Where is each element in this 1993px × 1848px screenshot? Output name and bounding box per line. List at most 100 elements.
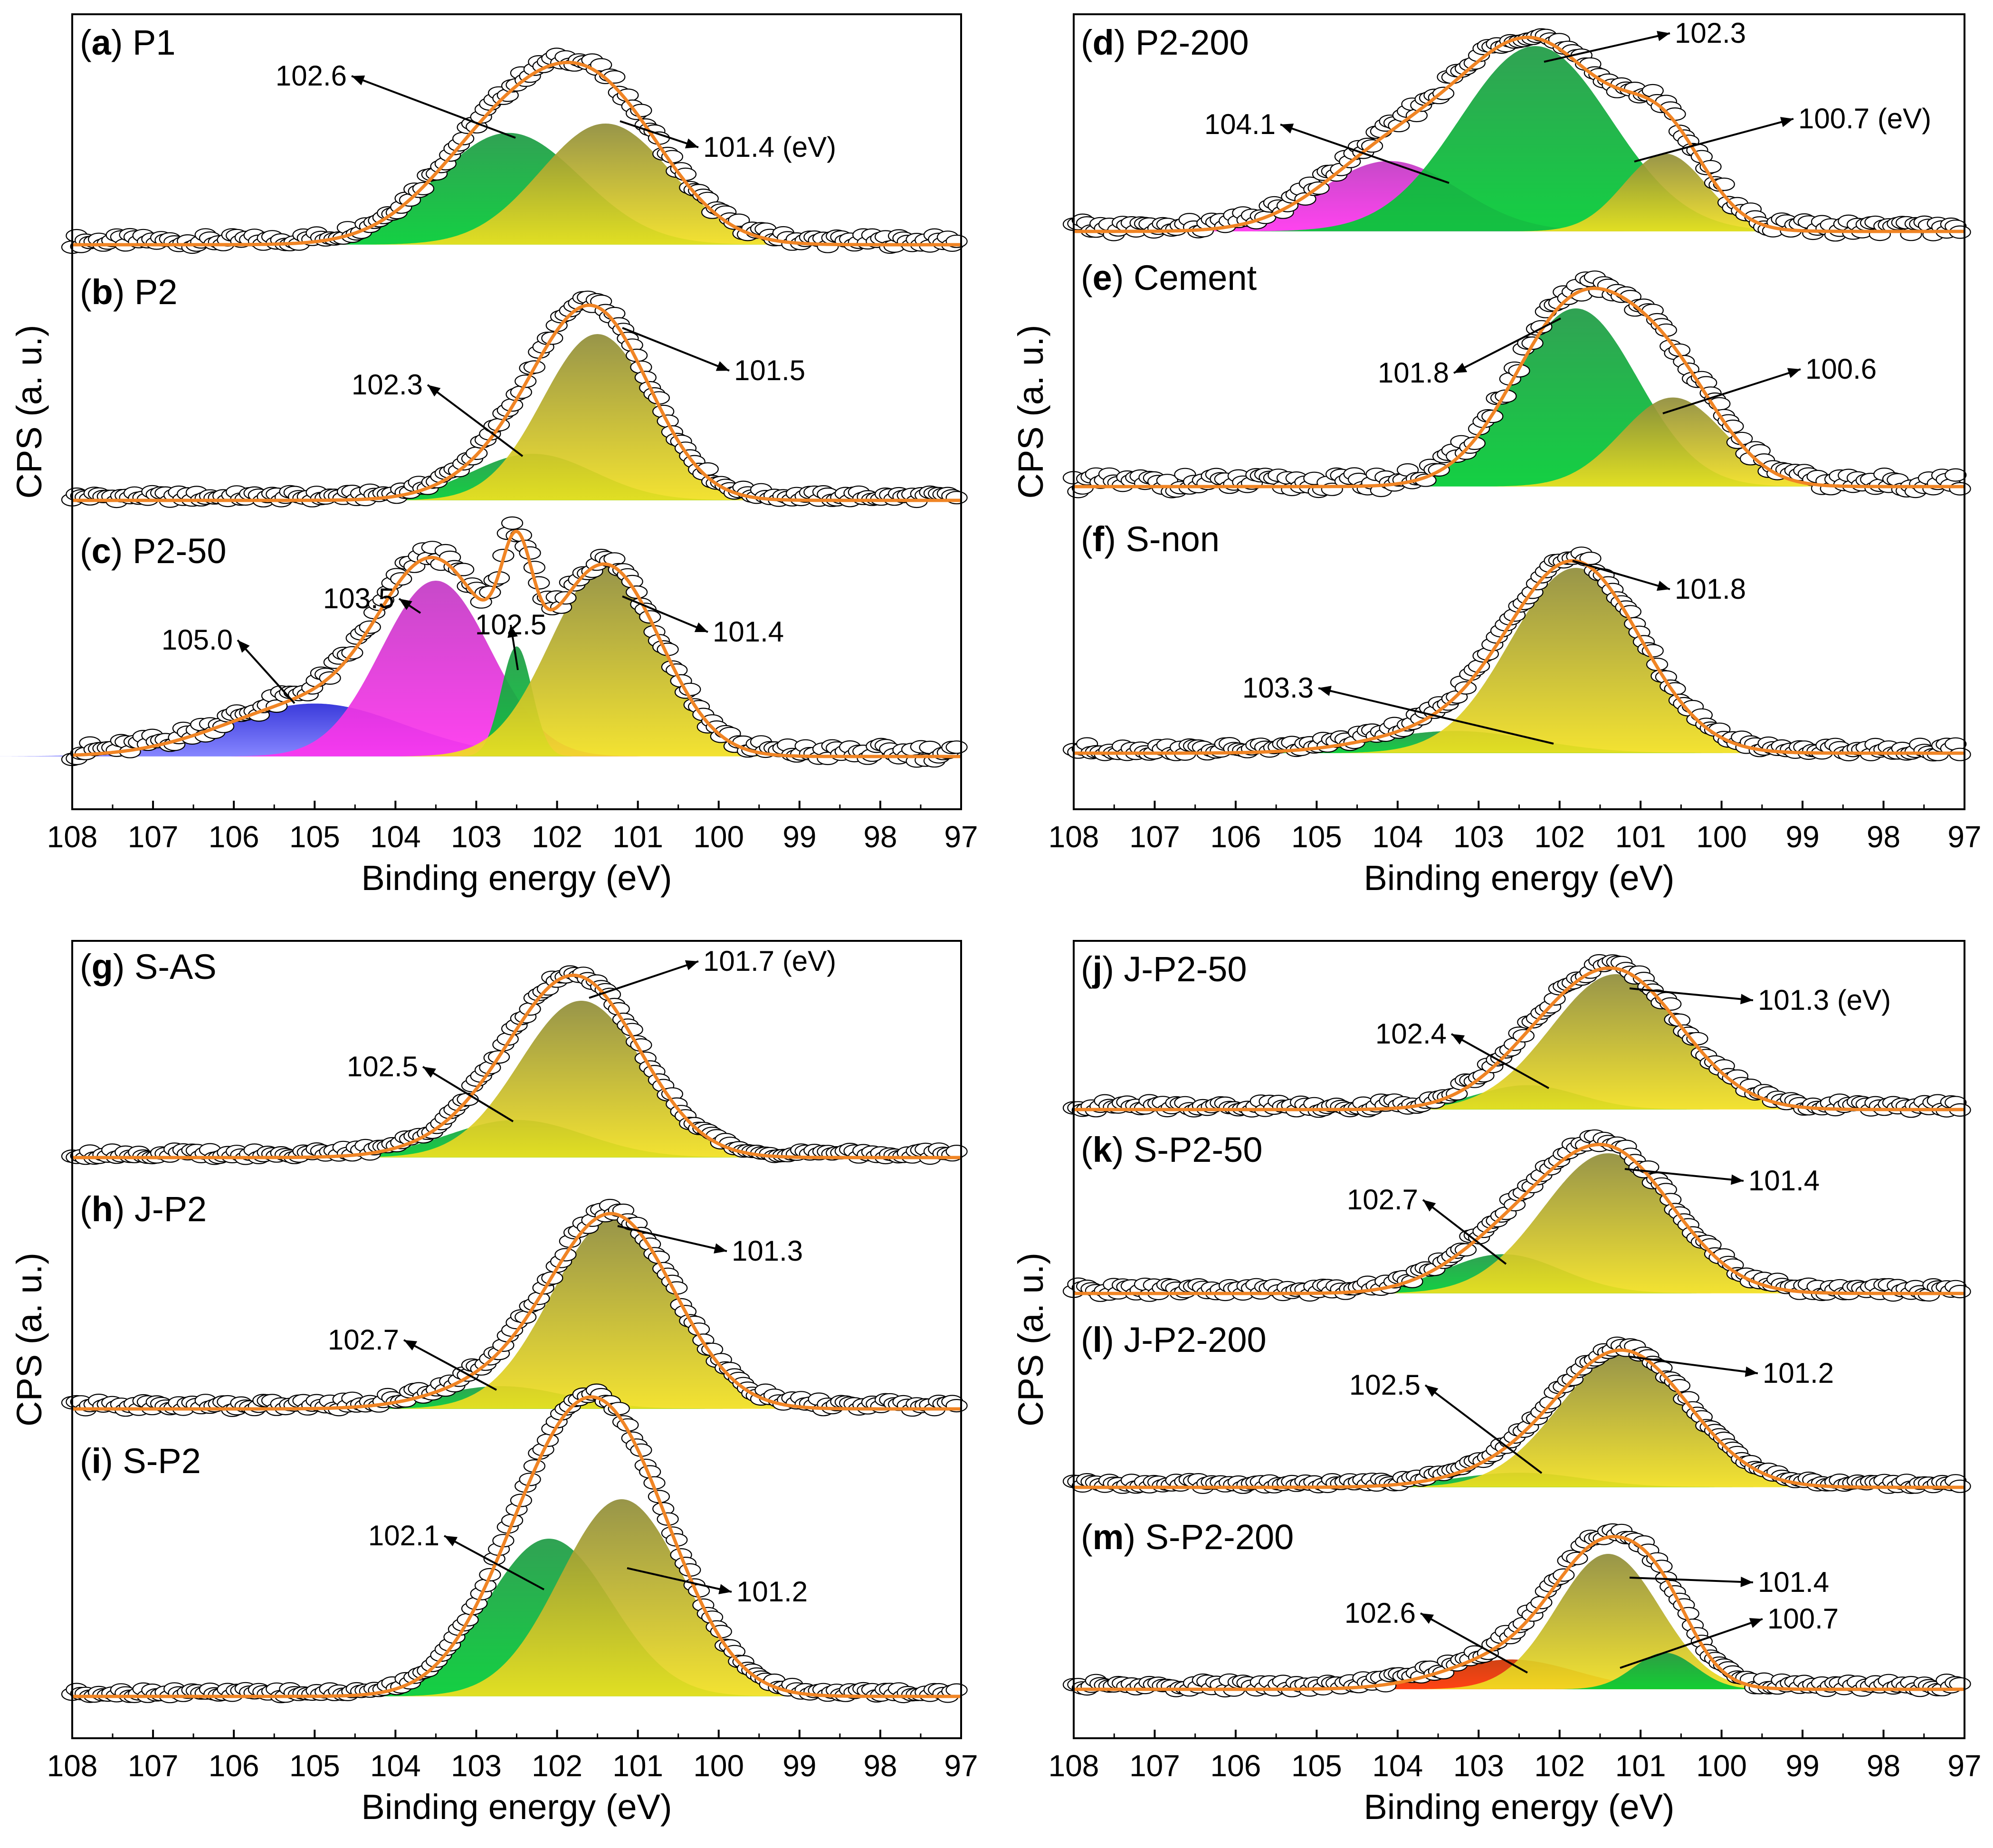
fit-envelope-f bbox=[1074, 559, 1964, 755]
peak-arrow bbox=[1629, 1577, 1754, 1583]
spectrum-e: (e) Cement 101.8 100.6 bbox=[1062, 258, 1971, 498]
peak-e-1 bbox=[1342, 308, 1809, 487]
spectrum-b: (b) P2 102.3 101.5 bbox=[61, 272, 968, 508]
x-tick-label: 99 bbox=[1785, 820, 1819, 854]
fit-envelope-h bbox=[72, 1212, 961, 1411]
peak-label-f-2: 101.8 bbox=[1675, 573, 1746, 605]
panel-letter: a bbox=[92, 23, 112, 62]
fit-envelope-j bbox=[1074, 966, 1964, 1111]
x-tick-label: 108 bbox=[47, 820, 98, 854]
peak-label-d-1: 104.1 bbox=[1204, 108, 1276, 140]
chart-3: (g) S-AS 102.5 101.7 (eV) (h) J-P2 102.7 101.… bbox=[10, 940, 978, 1827]
panel-title-g: (g) S-AS bbox=[80, 947, 217, 986]
x-axis-title: Binding energy (eV) bbox=[361, 858, 672, 898]
peak-d-2 bbox=[1250, 46, 1821, 231]
chart-1: (a) P1 102.6 101.4 (eV) (b) P2 102.3 101.5 (c)… bbox=[0, 13, 978, 898]
panel-letter: b bbox=[92, 272, 113, 312]
chart-2: (d) P2-200 104.1 102.3 100.7 (eV) (e) Cement… bbox=[1011, 13, 1982, 898]
peak-label-f-1: 103.3 bbox=[1242, 672, 1314, 704]
raw-point bbox=[501, 516, 524, 530]
peak-label-h-1: 102.7 bbox=[328, 1324, 399, 1356]
raw-point bbox=[945, 740, 968, 754]
arrow-head bbox=[1423, 1200, 1436, 1212]
peak-a-1 bbox=[237, 133, 780, 245]
fit-envelope-g bbox=[72, 973, 961, 1159]
x-axis: 108 107 106 105 104 103 102 101 100 99 98 97 bbox=[1049, 1730, 1982, 1783]
peak-label-b-2: 101.5 bbox=[734, 354, 805, 386]
fit-envelope-i bbox=[72, 1395, 961, 1698]
peak-arrow bbox=[427, 384, 524, 457]
peak-arrow bbox=[620, 120, 699, 148]
x-tick-label: 102 bbox=[1534, 1749, 1585, 1783]
panel-letter: j bbox=[1092, 949, 1103, 989]
x-tick-label: 103 bbox=[1453, 1749, 1504, 1783]
arrow-head bbox=[685, 138, 698, 149]
panel-letter: l bbox=[1093, 1320, 1103, 1360]
x-tick-label: 99 bbox=[782, 1749, 816, 1783]
arrow-head bbox=[1787, 368, 1801, 378]
peak-g-2 bbox=[348, 1001, 814, 1158]
x-tick-label: 99 bbox=[1785, 1749, 1819, 1783]
peak-label-l-1: 102.5 bbox=[1349, 1369, 1421, 1401]
x-tick-label: 98 bbox=[1867, 820, 1900, 854]
spectrum-h: (h) J-P2 102.7 101.3 bbox=[61, 1189, 968, 1417]
peak-label-h-2: 101.3 bbox=[732, 1235, 803, 1267]
y-axis-title: CPS (a. u.) bbox=[10, 1253, 49, 1427]
arrow-head bbox=[714, 1243, 727, 1254]
x-tick-label: 103 bbox=[451, 1749, 502, 1783]
panel-title-k: (k) S-P2-50 bbox=[1081, 1130, 1262, 1169]
peak-arrow bbox=[351, 75, 516, 139]
arrow-head bbox=[444, 1536, 458, 1547]
raw-point bbox=[590, 58, 612, 72]
panel-letter: m bbox=[1093, 1517, 1124, 1557]
x-tick-label: 105 bbox=[289, 1749, 340, 1783]
fit-envelope-k bbox=[1074, 1143, 1964, 1295]
arrow-head bbox=[685, 960, 698, 970]
peak-label-i-2: 101.2 bbox=[736, 1576, 808, 1608]
peak-arrow bbox=[589, 960, 699, 999]
fit-envelope-a bbox=[72, 60, 961, 247]
peak-label-c-1: 105.0 bbox=[162, 624, 233, 656]
peak-e-2 bbox=[1478, 397, 1868, 487]
x-tick-label: 102 bbox=[532, 1749, 582, 1783]
peak-label-l-2: 101.2 bbox=[1763, 1357, 1834, 1389]
x-tick-label: 97 bbox=[1947, 820, 1981, 854]
arrow-head bbox=[1749, 1618, 1763, 1628]
peak-arrow bbox=[1629, 987, 1754, 1001]
peak-c-3 bbox=[458, 646, 575, 756]
x-tick-label: 106 bbox=[1211, 820, 1261, 854]
panel-letter: f bbox=[1093, 519, 1105, 559]
x-tick-label: 105 bbox=[289, 820, 340, 854]
peak-label-m-2: 101.4 bbox=[1758, 1566, 1829, 1598]
peak-arrow bbox=[403, 1339, 497, 1391]
peak-arrow bbox=[1422, 1199, 1507, 1265]
panel-title-h: (h) J-P2 bbox=[80, 1189, 207, 1229]
peak-label-a-1: 102.6 bbox=[276, 60, 347, 92]
panel-title-m: (m) S-P2-200 bbox=[1081, 1517, 1294, 1557]
arrow-head bbox=[1740, 1577, 1753, 1587]
arrow-head bbox=[1451, 1034, 1465, 1045]
peak-arrow bbox=[1544, 32, 1670, 63]
peak-arrow bbox=[444, 1535, 544, 1590]
fit-envelope-l bbox=[1074, 1348, 1964, 1489]
peak-d-3 bbox=[1509, 153, 1821, 231]
peak-d-1 bbox=[1130, 161, 1649, 231]
panel-title-a: (a) P1 bbox=[80, 23, 176, 62]
raw-point bbox=[1945, 468, 1967, 482]
peak-label-m-1: 102.6 bbox=[1345, 1597, 1416, 1629]
x-tick-label: 100 bbox=[693, 820, 744, 854]
x-tick-label: 97 bbox=[1947, 1749, 1981, 1783]
panel-title-e: (e) Cement bbox=[1081, 258, 1257, 297]
panel-letter: d bbox=[1093, 23, 1114, 62]
x-tick-label: 107 bbox=[1129, 1749, 1180, 1783]
peak-arrow bbox=[1453, 317, 1561, 374]
arrow-head bbox=[1745, 1366, 1758, 1377]
x-tick-label: 106 bbox=[209, 1749, 259, 1783]
peak-label-a-2: 101.4 (eV) bbox=[703, 131, 836, 163]
peak-l-2 bbox=[1378, 1354, 1871, 1487]
x-tick-label: 106 bbox=[209, 820, 259, 854]
panel-title-b: (b) P2 bbox=[80, 272, 178, 312]
x-tick-label: 106 bbox=[1211, 1749, 1261, 1783]
peak-arrow bbox=[617, 1225, 727, 1252]
